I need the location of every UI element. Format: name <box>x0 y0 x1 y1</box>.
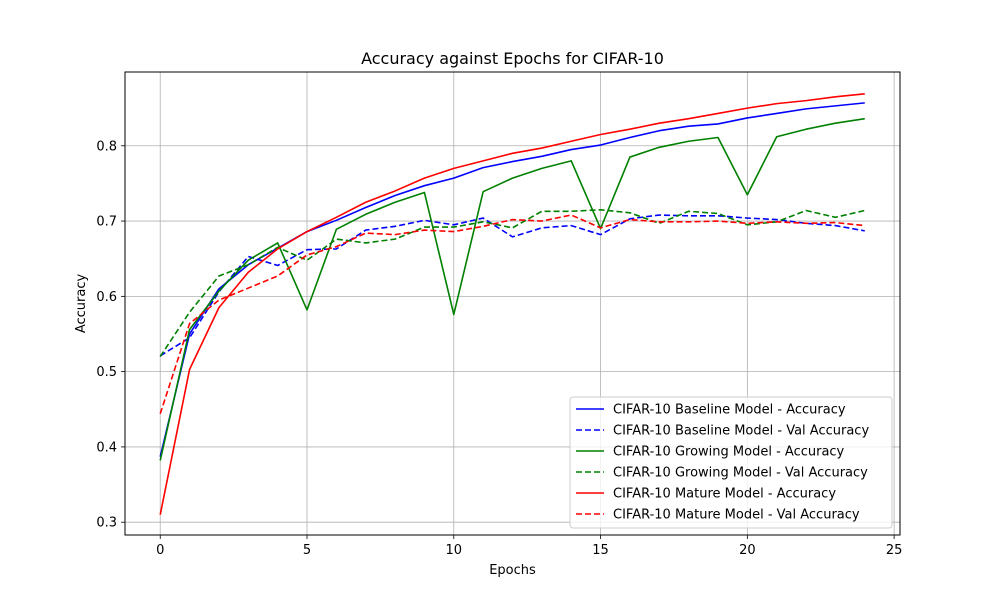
legend-entry-label: CIFAR-10 Growing Model - Accuracy <box>613 445 845 460</box>
series-line-2 <box>159 214 865 357</box>
x-tick-label: 10 <box>446 543 463 558</box>
y-tick-label: 0.4 <box>96 440 117 455</box>
x-tick-label: 20 <box>739 543 756 558</box>
y-axis-label: Accuracy <box>74 274 89 334</box>
y-tick-label: 0.5 <box>96 365 117 380</box>
legend-entry-label: CIFAR-10 Growing Model - Val Accuracy <box>613 466 868 481</box>
legend-entry-label: CIFAR-10 Mature Model - Accuracy <box>613 487 836 502</box>
x-tick-label: 0 <box>156 543 164 558</box>
axis-ticks: 0 5 10 15 20 25 0.3 0.4 0.5 0.6 0.7 0.8 <box>96 139 902 558</box>
legend-entry-label: CIFAR-10 Mature Model - Val Accuracy <box>613 508 860 523</box>
legend-entry-label: CIFAR-10 Baseline Model - Accuracy <box>613 403 846 418</box>
x-tick-label: 25 <box>886 543 903 558</box>
series-line-3 <box>159 117 865 461</box>
x-axis-label: Epochs <box>489 563 536 578</box>
series-line-4 <box>159 208 865 358</box>
chart-title: Accuracy against Epochs for CIFAR-10 <box>361 49 664 68</box>
legend-box <box>569 396 893 529</box>
series-lines <box>159 93 865 515</box>
y-tick-label: 0.3 <box>96 516 117 531</box>
x-tick-label: 15 <box>592 543 609 558</box>
series-line-5 <box>159 93 865 515</box>
series-line-6 <box>159 214 865 415</box>
y-tick-label: 0.6 <box>96 290 117 305</box>
y-tick-label: 0.8 <box>96 139 117 154</box>
x-tick-label: 5 <box>303 543 311 558</box>
y-tick-label: 0.7 <box>96 215 117 230</box>
legend: CIFAR-10 Baseline Model - Accuracy CIFAR-… <box>569 396 893 529</box>
plot-frame <box>124 71 901 536</box>
legend-entry-label: CIFAR-10 Baseline Model - Val Accuracy <box>613 424 869 439</box>
